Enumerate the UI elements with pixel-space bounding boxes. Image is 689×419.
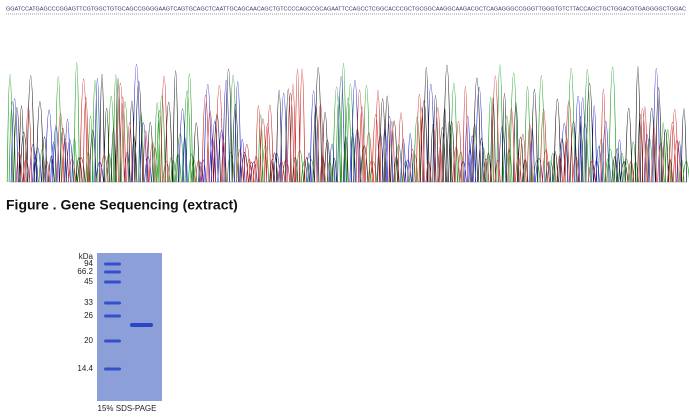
sequence: GGATCCATGAGCCCGGAGTTCGTGGCTGTGCAGCCGGGGA… [6,6,686,12]
marker-label: 33 [84,298,93,307]
marker-label: 66.2 [77,267,93,276]
chromatogram [6,62,689,183]
marker-label: 14.4 [77,364,93,373]
gel-unit: kDa [79,252,94,261]
ladder-band [104,301,121,305]
figure-caption: Figure . Gene Sequencing (extract) [6,197,238,213]
trace [15,68,682,183]
trace [6,62,689,183]
sample-band [130,323,153,327]
ladder-band [104,339,121,343]
gel [97,253,162,401]
ladder-band [104,314,121,318]
marker-label: 20 [84,336,93,345]
marker-label: 26 [84,311,93,320]
ladder-band [104,270,121,274]
ladder-band [104,367,121,371]
marker-label: 45 [84,277,93,286]
ladder-band [104,280,121,284]
marker-label: 94 [84,259,93,268]
ladder-band [104,262,121,266]
gel-caption: 15% SDS-PAGE [98,404,157,413]
